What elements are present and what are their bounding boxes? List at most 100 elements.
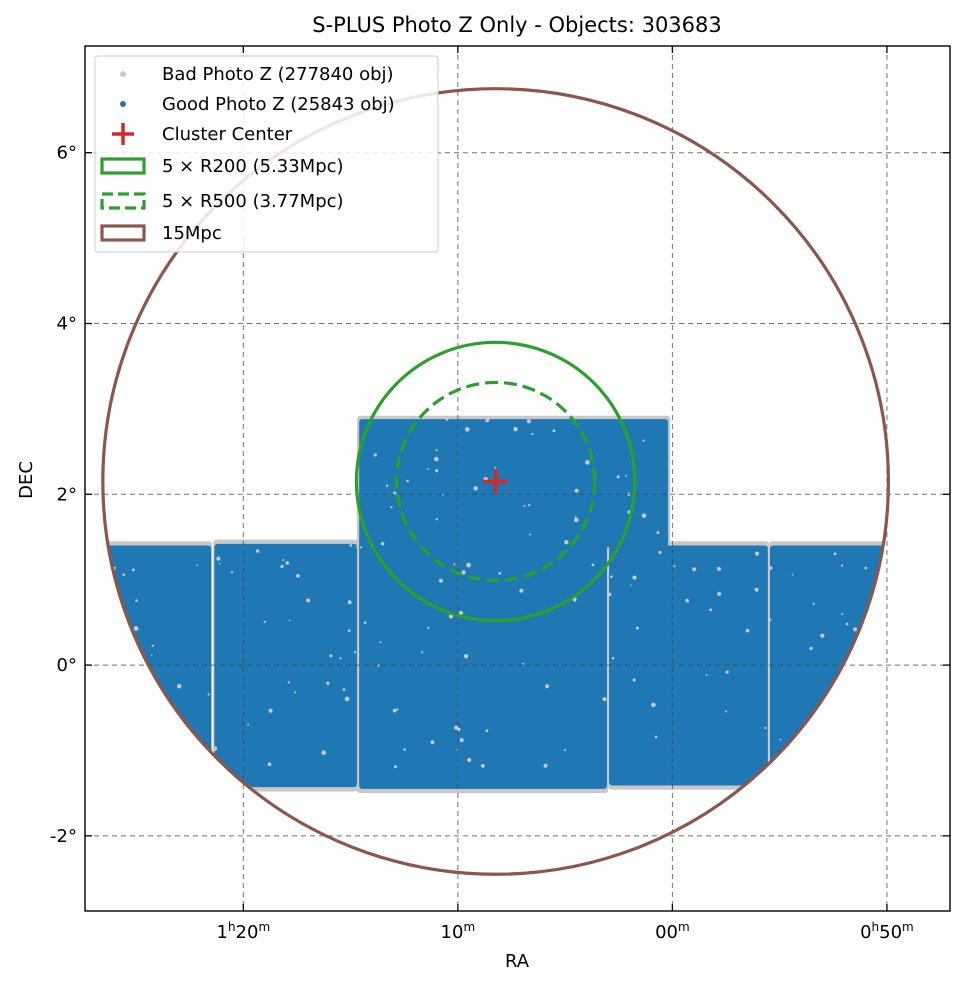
x-tick-label: 1h20m [216,920,270,943]
scatter-gap [347,600,352,605]
x-tick-label: 10m [441,920,476,943]
y-tick-label: 0° [57,655,77,676]
scatter-gap [591,563,595,567]
scatter-gap [403,748,406,751]
scatter-gap [705,674,708,677]
scatter-gap [131,568,135,572]
scatter-gap [480,764,485,768]
scatter-gap [564,540,569,545]
scatter-gap [545,684,550,689]
scatter-gap [216,556,221,561]
scatter-gap [230,571,234,574]
y-tick-label: 2° [57,484,77,505]
y-axis-label: DEC [16,461,37,499]
scatter-gap [133,626,139,631]
scatter-gap [421,651,424,654]
scatter-gap [373,453,377,457]
scatter-gap [717,567,721,571]
scatter-gap [840,564,844,567]
legend-swatch-points [120,71,126,77]
scatter-gap [552,429,556,433]
legend-label: 5 × R500 (3.77Mpc) [162,191,344,212]
scatter-gap [435,449,438,452]
scatter-gap [725,670,729,674]
fifteen-mpc-circle [101,87,891,876]
scatter-gap [531,432,534,436]
scatter-gap [353,651,357,654]
scatter-gap [396,708,399,711]
scatter-gap [791,573,794,576]
y-tick-label: 4° [57,314,77,335]
scatter-gap [630,584,632,586]
scatter-gap [380,542,385,546]
scatter-gap [363,621,367,624]
grid-lines [85,46,950,911]
scatter-gap [439,578,443,583]
scatter-gap [528,504,531,507]
scatter-gap [754,551,760,556]
scatter-gap [841,613,844,616]
scatter-gap [768,618,772,621]
legend-swatch-circle [100,192,146,210]
scatter-gap [632,575,637,580]
scatter-gap [519,588,524,593]
scatter-gap [339,657,342,660]
scatter-gap [287,681,290,684]
scatter-gap [247,723,250,726]
scatter-gap [329,654,333,658]
scatter-gap [485,729,489,733]
scatter-gap [642,439,645,442]
scatter-gap [833,552,837,556]
scatter-gap [523,504,526,507]
scatter-gap [513,427,518,432]
scatter-gap [356,546,358,549]
legend: Bad Photo Z (277840 obj) Good Photo Z (25… [94,55,439,253]
scatter-gap [585,460,590,465]
scatter-gap [326,681,330,685]
scatter-gap [651,702,656,708]
scatter-gap [725,710,727,713]
scatter-gap [392,708,397,713]
scatter-gap [692,567,697,572]
scatter-gap [673,565,676,568]
scatter-gap [564,749,566,752]
legend-entries: Bad Photo Z (277840 obj) Good Photo Z (25… [100,64,395,244]
scatter-gap [435,518,438,521]
scatter-gap [342,688,346,691]
scatter-gap [529,533,532,536]
scatter-gap [467,758,472,762]
scatter-gap [607,592,612,597]
scatter-gap [779,738,782,741]
scatter-gap [465,427,470,432]
y-axis-ticks: -2° 0° 2° 4° 6° [50,143,950,847]
chart-title: S-PLUS Photo Z Only - Objects: 303683 [312,13,722,37]
scatter-gap [282,559,285,561]
scatter-gap [526,419,532,424]
legend-label: 15Mpc [162,223,222,244]
scatter-gap [294,691,297,694]
scatter-gap [296,574,300,578]
x-axis-label: RA [505,951,530,972]
scatter-gap [285,561,290,565]
scatter-gap [764,726,767,730]
scatter-gap [406,479,409,483]
scatter-gap [610,575,613,578]
scatter-gap [473,486,478,491]
scatter-gap [255,549,260,553]
scatter-gap [321,750,327,755]
scatter-gap [641,513,647,518]
scatter-gap [263,620,266,624]
legend-swatch-circle [100,157,146,175]
scatter-gap [812,602,815,605]
scatter-gap [853,627,858,632]
scatter-gap [360,546,363,549]
good-points-region-3 [359,542,607,789]
legend-swatch-circle [100,224,146,242]
scatter-gap [459,738,464,743]
x-tick-label: 00m [655,920,690,943]
scatter-gap [393,765,398,769]
scatter-gap [122,573,125,576]
overlay-circles [101,87,891,876]
scatter-gap [709,608,712,612]
